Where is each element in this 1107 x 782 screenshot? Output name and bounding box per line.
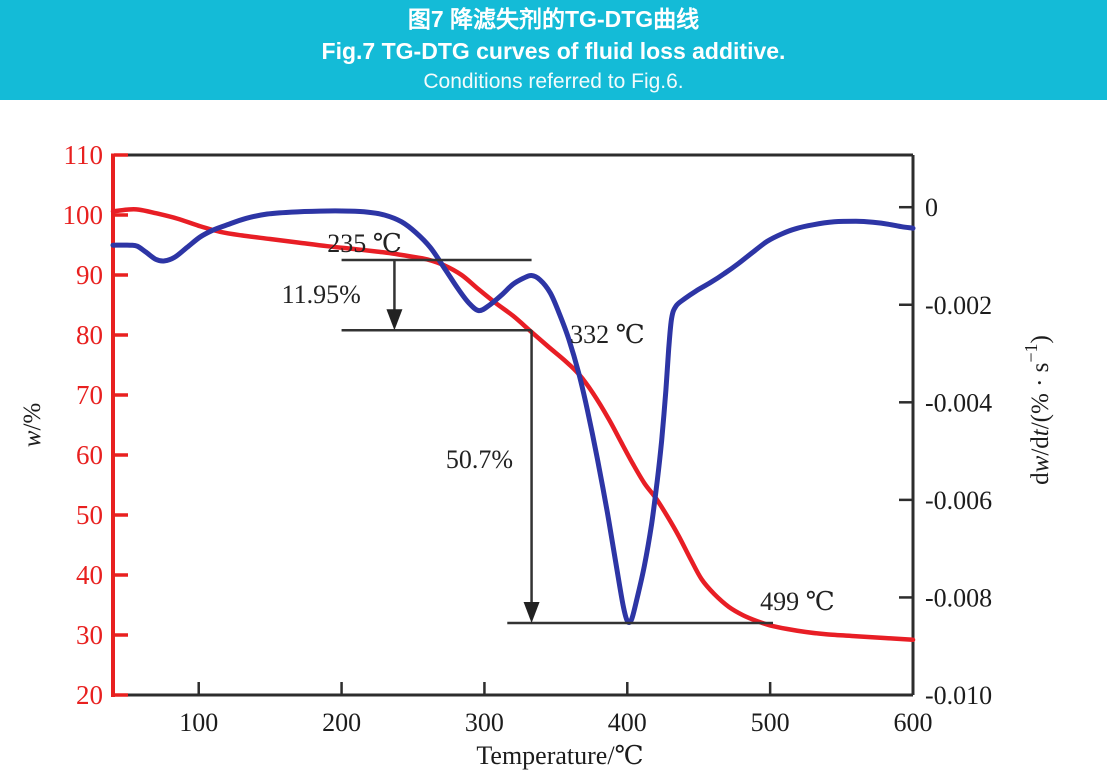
x-tick-label-400: 400 xyxy=(608,708,647,737)
label-499c: 499 ℃ xyxy=(760,587,835,616)
left-tick-label-90: 90 xyxy=(76,260,103,290)
x-tick-label-200: 200 xyxy=(322,708,361,737)
left-tick-label-40: 40 xyxy=(76,560,103,590)
label-11-95: 11.95% xyxy=(282,280,361,309)
label-332c: 332 ℃ xyxy=(570,320,645,349)
mass-loss-arrow-2-head xyxy=(523,602,540,623)
left-tick-label-100: 100 xyxy=(63,200,104,230)
left-tick-label-30: 30 xyxy=(76,620,103,650)
figure-subtitle: Conditions referred to Fig.6. xyxy=(423,69,684,93)
x-tick-label-600: 600 xyxy=(894,708,933,737)
x-tick-label-500: 500 xyxy=(751,708,790,737)
mass-loss-arrow-1-head xyxy=(386,309,403,331)
right-axis-title: dw/dt/(% · s−1) xyxy=(1021,335,1054,485)
left-tick-label-110: 110 xyxy=(64,140,104,170)
figure-caption-banner: 图7 降滤失剂的TG-DTG曲线 Fig.7 TG-DTG curves of … xyxy=(0,0,1107,100)
left-tick-label-60: 60 xyxy=(76,440,103,470)
right-tick-label-5: -0.010 xyxy=(925,681,992,710)
right-tick-label-1: -0.002 xyxy=(925,291,992,320)
left-tick-label-50: 50 xyxy=(76,500,103,530)
right-tick-label-4: -0.008 xyxy=(925,583,992,612)
left-axis-title: w/% xyxy=(19,403,46,447)
x-axis-title: Temperature/℃ xyxy=(476,741,643,770)
tg-dtg-chart: 100 200 300 400 500 600 20 30 40 50 60 70 80 90 100 110… xyxy=(19,140,1054,770)
dtg-curve xyxy=(110,208,916,626)
label-50-7: 50.7% xyxy=(446,445,513,474)
left-tick-label-20: 20 xyxy=(76,680,103,710)
x-tick-label-100: 100 xyxy=(179,708,218,737)
figure-title-zh: 图7 降滤失剂的TG-DTG曲线 xyxy=(407,5,700,32)
label-235c: 235 ℃ xyxy=(327,229,402,258)
left-tick-label-70: 70 xyxy=(76,380,103,410)
x-tick-label-300: 300 xyxy=(465,708,504,737)
tg-curve xyxy=(110,207,916,643)
right-tick-label-2: -0.004 xyxy=(925,388,992,417)
right-tick-label-3: -0.006 xyxy=(925,486,992,515)
figure-title-en: Fig.7 TG-DTG curves of fluid loss additi… xyxy=(321,37,786,64)
right-tick-label-0: 0 xyxy=(925,193,938,222)
left-tick-label-80: 80 xyxy=(76,320,103,350)
